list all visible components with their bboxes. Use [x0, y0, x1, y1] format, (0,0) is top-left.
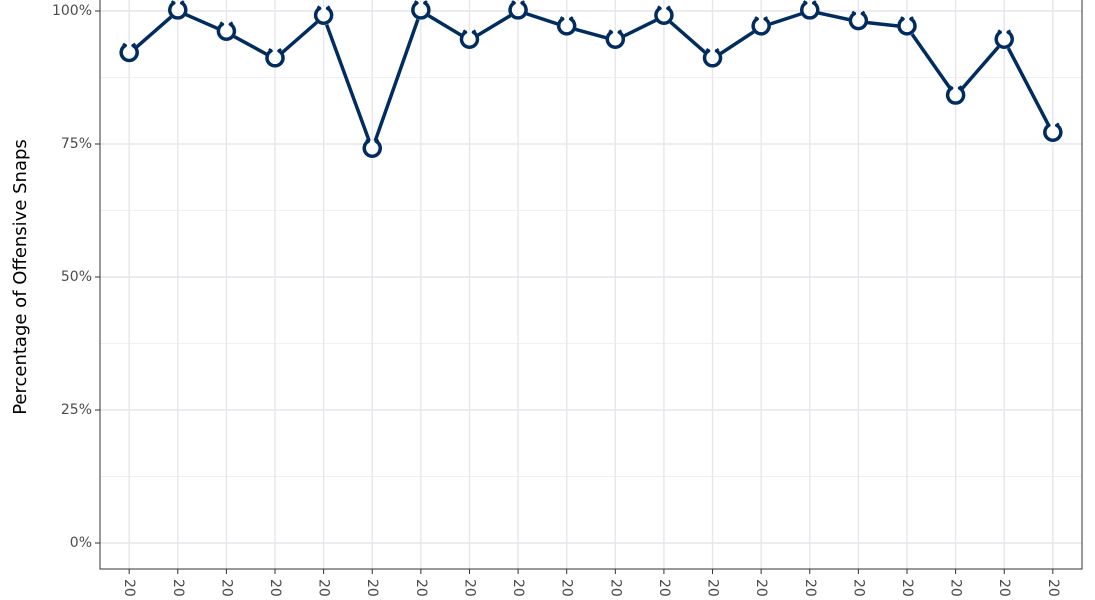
marker-shoe [897, 17, 917, 36]
marker-tips [316, 5, 331, 10]
horseshoe-marker [119, 42, 139, 63]
y-tick-label: 75% [61, 136, 92, 152]
horseshoe-marker [556, 16, 577, 36]
marker-shoe [119, 43, 139, 63]
marker-shoe [751, 17, 771, 36]
marker-tips [559, 16, 574, 20]
marker-tips [948, 85, 963, 90]
horseshoe-marker [459, 29, 480, 50]
x-tick-label: 20 [413, 579, 429, 597]
horseshoe-marker [897, 16, 917, 36]
horseshoe-marker [216, 21, 237, 42]
horseshoe-marker [362, 138, 382, 159]
marker-tips [462, 29, 477, 34]
x-tick-label: 20 [267, 579, 283, 597]
y-axis-label: Percentage of Offensive Snaps [10, 139, 31, 415]
horseshoe-marker [605, 29, 626, 50]
y-tick-label: 50% [61, 269, 92, 285]
marker-shoe [313, 6, 334, 25]
marker-shoe [702, 49, 723, 68]
marker-shoe [654, 6, 674, 25]
x-tick-label: 20 [510, 579, 526, 597]
horseshoe-marker [945, 85, 966, 106]
horseshoe-marker [411, 0, 431, 20]
marker-tips [365, 138, 380, 143]
x-tick-label: 20 [705, 579, 721, 597]
horseshoe-marker [265, 47, 285, 68]
marker-shoe [265, 49, 285, 68]
x-tick-label: 20 [364, 579, 380, 597]
marker-tips [657, 5, 671, 10]
marker-tips [219, 21, 234, 26]
x-tick-label: 20 [899, 579, 915, 597]
marker-tips [511, 0, 525, 4]
horseshoe-marker [800, 0, 820, 20]
x-tick-label: 20 [170, 579, 186, 597]
marker-tips [608, 29, 623, 34]
x-tick-label: 20 [656, 579, 672, 597]
marker-tips [413, 0, 428, 4]
y-tick-label: 25% [61, 402, 92, 418]
plot-border [99, 0, 1083, 570]
horseshoe-marker [313, 5, 334, 26]
horseshoe-marker [1043, 122, 1063, 143]
marker-shoe [362, 139, 382, 158]
y-tick-label: 100% [52, 3, 92, 19]
marker-shoe [508, 1, 528, 20]
marker-shoe [1043, 123, 1063, 143]
marker-shoe [459, 30, 480, 49]
marker-tips [705, 47, 720, 52]
x-tick-label: 20 [850, 579, 866, 597]
marker-shoe [411, 1, 431, 20]
x-tick-label: 20 [559, 579, 575, 597]
horseshoe-marker [508, 0, 528, 20]
horseshoe-marker [654, 5, 674, 26]
horseshoe-marker [994, 29, 1014, 50]
marker-tips [754, 16, 769, 20]
horseshoe-marker [751, 16, 771, 36]
horseshoe-marker [168, 0, 188, 20]
y-tick-label: 0% [70, 535, 92, 551]
marker-tips [851, 10, 866, 15]
x-tick-label: 20 [461, 579, 477, 597]
marker-shoe [994, 30, 1014, 49]
marker-tips [122, 42, 137, 47]
marker-tips [170, 0, 185, 4]
x-tick-label: 20 [607, 579, 623, 597]
horseshoe-marker [702, 47, 723, 68]
x-tick-label: 20 [316, 579, 332, 597]
x-tick-label: 20 [996, 579, 1012, 597]
marker-tips [900, 16, 914, 20]
marker-tips [997, 29, 1012, 34]
marker-shoe [168, 1, 188, 20]
horseshoe-marker [848, 10, 869, 31]
x-tick-label: 20 [753, 579, 769, 597]
marker-shoe [800, 1, 820, 20]
marker-tips [268, 47, 282, 52]
marker-shoe [556, 17, 577, 36]
x-tick-label: 20 [948, 579, 964, 597]
marker-shoe [945, 86, 966, 105]
x-tick-label: 20 [802, 579, 818, 597]
x-tick-label: 20 [121, 579, 137, 597]
marker-shoe [605, 30, 626, 49]
x-tick-label: 20 [218, 579, 234, 597]
marker-tips [802, 0, 817, 4]
marker-tips [1045, 122, 1060, 127]
marker-shoe [216, 22, 237, 41]
marker-shoe [848, 11, 869, 31]
x-tick-label: 20 [1045, 579, 1061, 597]
